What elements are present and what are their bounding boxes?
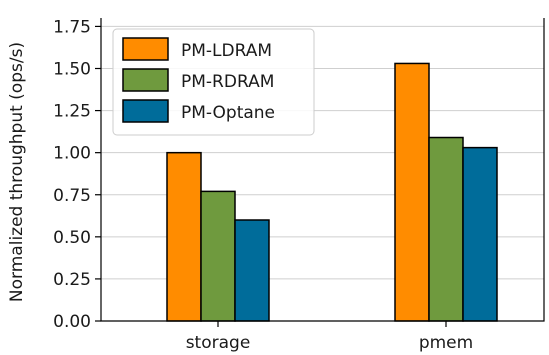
bar-pm-rdram-pmem: [428, 136, 464, 322]
x-tick-label-storage: storage: [186, 333, 251, 353]
y-axis-title: Normalized throughput (ops/s): [7, 42, 27, 302]
bar-pm-ldram-pmem: [394, 62, 430, 322]
bar-pm-rdram-storage: [200, 190, 236, 322]
y-tick-label: 1.00: [53, 144, 91, 164]
y-tick-label: 0.75: [53, 186, 91, 206]
legend-swatch-pm-optane: [122, 99, 169, 123]
plot-frame: [100, 18, 545, 322]
y-tick-label: 1.75: [53, 17, 91, 37]
y-tick-label: 0.00: [53, 312, 91, 332]
y-tick-label: 0.50: [53, 228, 91, 248]
legend-label-pm-optane: PM-Optane: [181, 103, 275, 123]
bar-pm-optane-storage: [234, 219, 270, 322]
y-tick-label: 0.25: [53, 270, 91, 290]
bar-pm-ldram-storage: [166, 151, 202, 322]
y-tick-label: 1.50: [53, 60, 91, 80]
legend-label-pm-ldram: PM-LDRAM: [181, 41, 272, 61]
legend-label-pm-rdram: PM-RDRAM: [181, 72, 274, 92]
x-tick-label-pmem: pmem: [419, 333, 473, 353]
legend-swatch-pm-ldram: [122, 37, 169, 61]
bar-pm-optane-pmem: [462, 146, 498, 322]
legend-swatch-pm-rdram: [122, 68, 169, 92]
y-tick-label: 1.25: [53, 102, 91, 122]
